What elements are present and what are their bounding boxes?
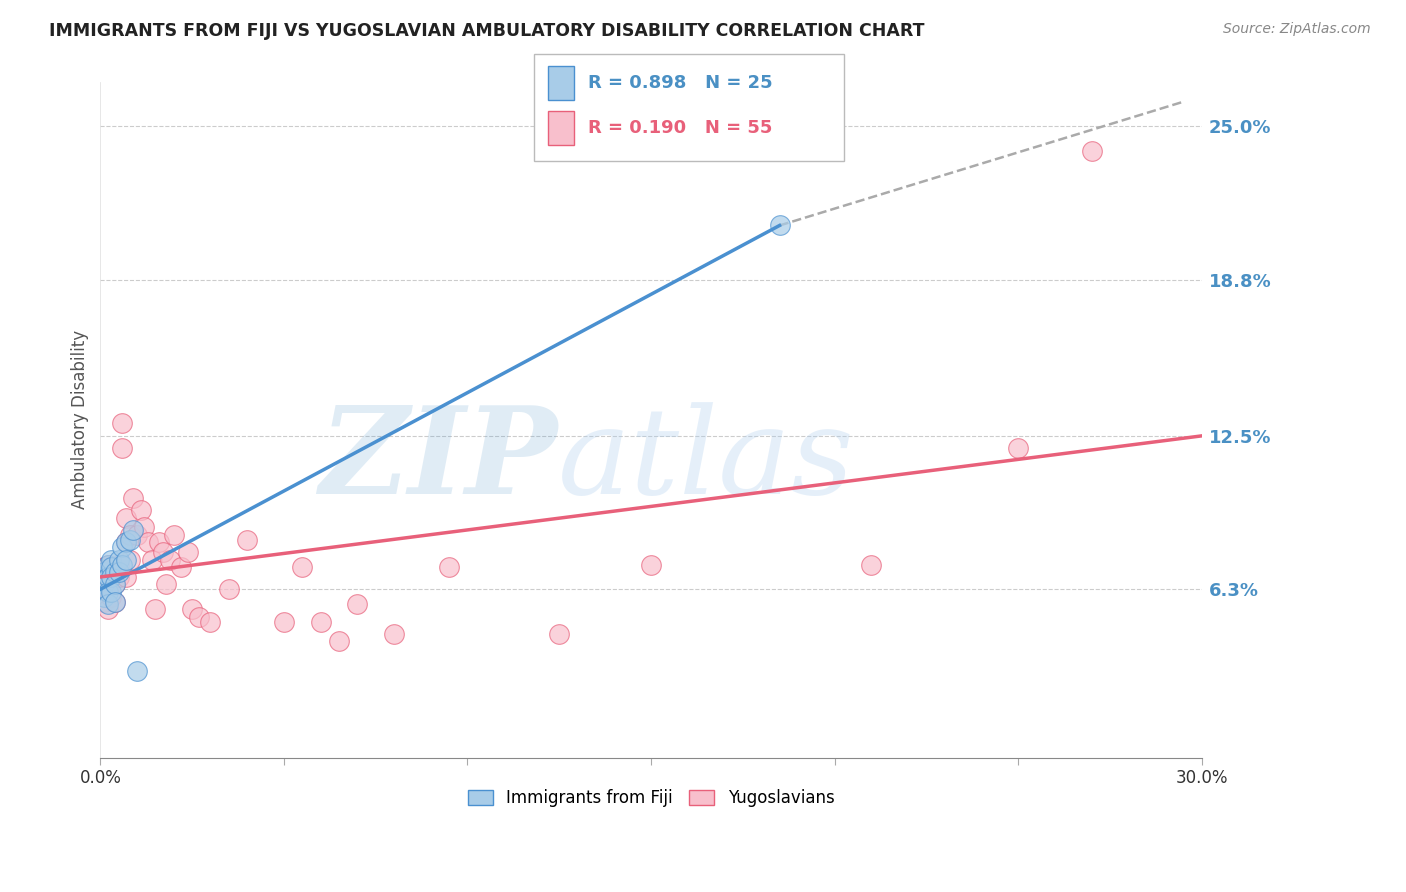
Point bbox=[309, 615, 332, 629]
Point bbox=[104, 560, 127, 574]
Point bbox=[93, 565, 115, 579]
Point bbox=[93, 595, 115, 609]
Point bbox=[115, 535, 138, 549]
Point bbox=[111, 442, 134, 456]
Text: R = 0.190   N = 55: R = 0.190 N = 55 bbox=[588, 119, 772, 136]
Point bbox=[97, 558, 120, 572]
Point bbox=[93, 590, 115, 604]
Point bbox=[100, 590, 122, 604]
Point bbox=[93, 577, 115, 591]
Point bbox=[152, 545, 174, 559]
Text: IMMIGRANTS FROM FIJI VS YUGOSLAVIAN AMBULATORY DISABILITY CORRELATION CHART: IMMIGRANTS FROM FIJI VS YUGOSLAVIAN AMBU… bbox=[49, 22, 925, 40]
Point bbox=[104, 595, 127, 609]
Point bbox=[104, 577, 127, 591]
Point bbox=[346, 597, 368, 611]
Point bbox=[97, 558, 120, 572]
Point bbox=[382, 627, 405, 641]
Point bbox=[118, 533, 141, 547]
Legend: Immigrants from Fiji, Yugoslavians: Immigrants from Fiji, Yugoslavians bbox=[461, 782, 841, 814]
Point bbox=[122, 491, 145, 505]
Point bbox=[91, 570, 114, 584]
Point bbox=[107, 552, 129, 566]
Point bbox=[860, 558, 883, 572]
Point bbox=[118, 528, 141, 542]
Point bbox=[122, 523, 145, 537]
Point bbox=[107, 558, 129, 572]
Point bbox=[125, 664, 148, 678]
Point bbox=[148, 535, 170, 549]
Point bbox=[97, 570, 120, 584]
Point bbox=[107, 565, 129, 579]
Point bbox=[97, 582, 120, 597]
Point bbox=[129, 503, 152, 517]
Point bbox=[155, 577, 177, 591]
Point bbox=[236, 533, 259, 547]
Point bbox=[291, 560, 314, 574]
Text: R = 0.898   N = 25: R = 0.898 N = 25 bbox=[588, 74, 772, 92]
Point bbox=[111, 558, 134, 572]
Point bbox=[111, 417, 134, 431]
Point bbox=[97, 570, 120, 584]
Point bbox=[125, 528, 148, 542]
Text: ZIP: ZIP bbox=[319, 401, 557, 519]
Point bbox=[437, 560, 460, 574]
Point bbox=[91, 570, 114, 584]
Point bbox=[640, 558, 662, 572]
Point bbox=[93, 582, 115, 597]
Text: atlas: atlas bbox=[557, 401, 855, 519]
Point bbox=[93, 570, 115, 584]
Point bbox=[177, 545, 200, 559]
Point bbox=[181, 602, 204, 616]
Point bbox=[97, 597, 120, 611]
Point bbox=[768, 219, 790, 233]
Point bbox=[188, 609, 211, 624]
Point bbox=[1007, 442, 1029, 456]
Text: Source: ZipAtlas.com: Source: ZipAtlas.com bbox=[1223, 22, 1371, 37]
Point bbox=[100, 552, 122, 566]
Point bbox=[159, 552, 181, 566]
Point bbox=[328, 634, 350, 648]
Y-axis label: Ambulatory Disability: Ambulatory Disability bbox=[72, 330, 89, 509]
Point bbox=[97, 584, 120, 599]
Point bbox=[115, 552, 138, 566]
Point bbox=[118, 552, 141, 566]
Point bbox=[1080, 145, 1102, 159]
Point bbox=[548, 627, 571, 641]
Point bbox=[100, 584, 122, 599]
Point bbox=[100, 570, 122, 584]
Point bbox=[97, 602, 120, 616]
Point bbox=[104, 577, 127, 591]
Point bbox=[218, 582, 240, 597]
Point bbox=[115, 510, 138, 524]
Point bbox=[115, 570, 138, 584]
Point bbox=[170, 560, 193, 574]
Point bbox=[134, 520, 156, 534]
Point bbox=[100, 560, 122, 574]
Point bbox=[136, 535, 159, 549]
Point bbox=[100, 570, 122, 584]
Point bbox=[104, 565, 127, 579]
Point bbox=[115, 535, 138, 549]
Point bbox=[100, 560, 122, 574]
Point bbox=[141, 552, 163, 566]
Point bbox=[104, 595, 127, 609]
Point bbox=[93, 560, 115, 574]
Point bbox=[145, 602, 167, 616]
Point bbox=[273, 615, 295, 629]
Point bbox=[163, 528, 186, 542]
Point bbox=[111, 541, 134, 555]
Point bbox=[200, 615, 222, 629]
Point bbox=[107, 570, 129, 584]
